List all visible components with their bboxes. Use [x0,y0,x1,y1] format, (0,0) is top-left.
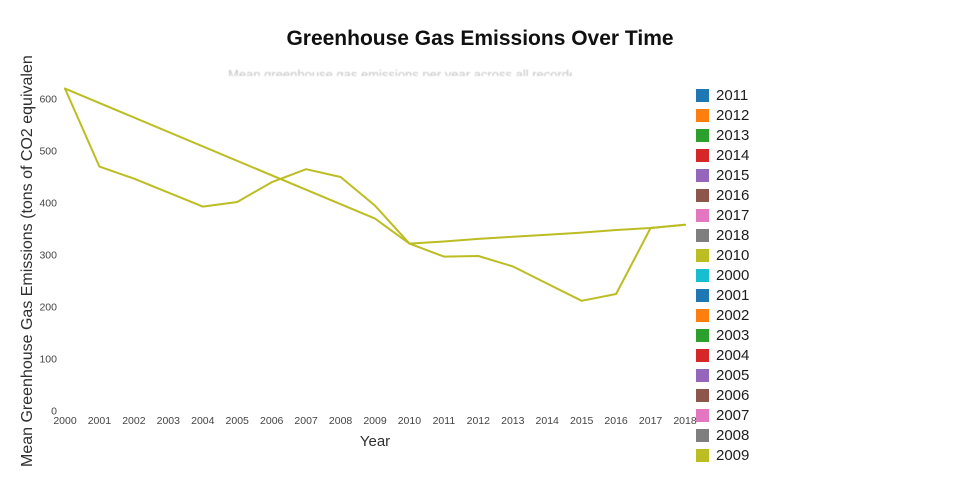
x-tick-label: 2001 [88,415,112,427]
x-tick-label: 2000 [53,415,77,427]
legend-swatch [696,409,709,422]
x-tick-label: 2012 [467,415,491,427]
legend-item-2010[interactable]: 2010 [696,248,749,263]
series-line-2010 [64,87,686,245]
x-tick-label: 2014 [536,415,560,427]
x-tick-label: 2004 [191,415,215,427]
legend-swatch [696,129,709,142]
legend-swatch [696,369,709,382]
legend-label: 2006 [716,387,750,404]
legend-label: 2003 [716,327,750,344]
legend-item-2016[interactable]: 2016 [696,188,749,203]
legend-label: 2012 [716,107,750,124]
chart-subtitle-text: Mean greenhouse gas emissions per year a… [228,67,572,76]
legend-item-2001[interactable]: 2001 [696,288,749,303]
legend-label: 2009 [716,447,750,464]
y-tick-label: 200 [39,302,57,314]
y-tick-label: 300 [39,250,57,262]
y-tick-label: 600 [39,94,57,106]
legend-swatch [696,109,709,122]
legend-swatch [696,189,709,202]
legend-label: 2016 [716,187,750,204]
legend: 2011 2012 2013 2014 2015 2016 2017 2018 2010 2000… [696,88,749,463]
legend-item-2014[interactable]: 2014 [696,148,749,163]
legend-label: 2008 [716,427,750,444]
legend-item-2000[interactable]: 2000 [696,268,749,283]
x-tick-label: 2006 [260,415,284,427]
legend-swatch [696,329,709,342]
chart-subtitle: Mean greenhouse gas emissions per year a… [228,67,572,76]
y-tick-label: 0 [51,406,57,418]
x-axis-label: Year [359,433,391,450]
legend-label: 2015 [716,167,750,184]
legend-swatch [696,209,709,222]
x-tick-label: 2016 [604,415,628,427]
x-tick-label: 2008 [329,415,353,427]
legend-item-2009[interactable]: 2009 [696,448,749,463]
y-axis-label-container: Mean Greenhouse Gas Emissions (tons of C… [0,55,46,500]
legend-swatch [696,169,709,182]
legend-label: 2014 [716,147,750,164]
legend-swatch [696,389,709,402]
y-axis-label: Mean Greenhouse Gas Emissions (tons of C… [19,55,36,467]
legend-swatch [696,149,709,162]
legend-swatch [696,309,709,322]
legend-swatch [696,429,709,442]
x-tick-label: 2018 [673,415,697,427]
legend-swatch [696,249,709,262]
y-tick-label: 100 [39,354,57,366]
x-tick-label: 2017 [639,415,663,427]
legend-item-2017[interactable]: 2017 [696,208,749,223]
legend-item-2015[interactable]: 2015 [696,168,749,183]
x-tick-label: 2009 [363,415,387,427]
x-tick-label: 2003 [157,415,181,427]
y-tick-label: 400 [39,198,57,210]
legend-item-2012[interactable]: 2012 [696,108,749,123]
legend-item-2002[interactable]: 2002 [696,308,749,323]
x-tick-label: 2011 [433,415,456,427]
legend-label: 2011 [716,87,749,104]
legend-swatch [696,269,709,282]
x-tick-label: 2015 [570,415,594,427]
x-tick-label: 2002 [122,415,146,427]
legend-item-2003[interactable]: 2003 [696,328,749,343]
legend-label: 2013 [716,127,750,144]
legend-label: 2004 [716,347,750,364]
legend-label: 2017 [716,207,750,224]
legend-swatch [696,349,709,362]
legend-label: 2001 [716,287,750,304]
x-tick-label: 2007 [294,415,318,427]
legend-label: 2000 [716,267,750,284]
legend-label: 2018 [716,227,750,244]
legend-swatch [696,89,709,102]
legend-label: 2005 [716,367,750,384]
legend-swatch [696,229,709,242]
series-line-2009 [64,87,686,302]
legend-item-2005[interactable]: 2005 [696,368,749,383]
legend-item-2013[interactable]: 2013 [696,128,749,143]
legend-swatch [696,289,709,302]
x-tick-label: 2010 [398,415,422,427]
x-tick-label: 2005 [226,415,250,427]
legend-item-2004[interactable]: 2004 [696,348,749,363]
legend-label: 2007 [716,407,750,424]
legend-item-2007[interactable]: 2007 [696,408,749,423]
x-tick-label: 2013 [501,415,525,427]
chart-title: Greenhouse Gas Emissions Over Time [286,27,674,50]
legend-label: 2010 [716,247,750,264]
legend-item-2006[interactable]: 2006 [696,388,749,403]
legend-item-2008[interactable]: 2008 [696,428,749,443]
legend-swatch [696,449,709,462]
legend-label: 2002 [716,307,750,324]
legend-item-2011[interactable]: 2011 [696,88,749,103]
y-tick-label: 500 [39,146,57,158]
legend-item-2018[interactable]: 2018 [696,228,749,243]
